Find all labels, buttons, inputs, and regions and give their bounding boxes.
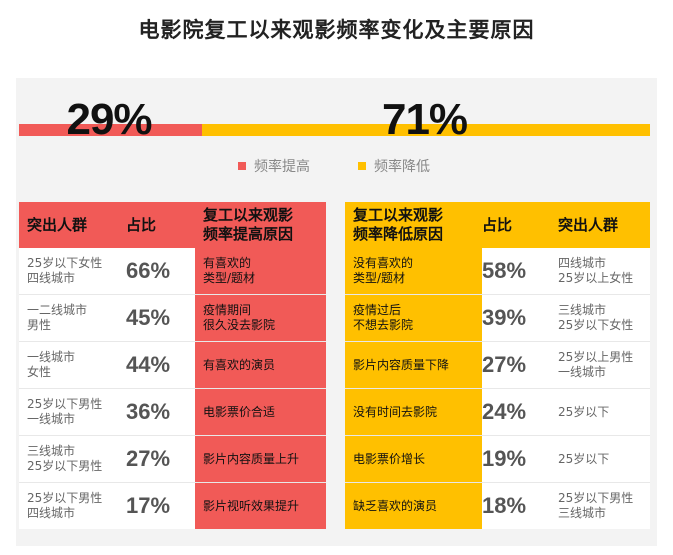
reason-cell: 电影票价增长 [345, 435, 482, 483]
reason-cell: 没有时间去影院 [345, 388, 482, 436]
reason-cell: 疫情期间 很久没去影院 [195, 294, 326, 342]
share-cell: 36% [126, 388, 195, 436]
header-reason: 复工以来观影 频率降低原因 [345, 202, 482, 248]
table-row: 一二线城市 男性 45% 疫情期间 很久没去影院 [19, 294, 326, 342]
stacked-bar-svg [19, 124, 651, 136]
table-row: 影片内容质量下降 27% 25岁以上男性 一线城市 [345, 341, 650, 389]
group-cell: 25岁以下 [550, 435, 650, 483]
chart-title: 电影院复工以来观影频率变化及主要原因 [138, 18, 535, 42]
legend-label-decrease: 频率降低 [374, 159, 430, 175]
share-cell: 44% [126, 341, 195, 389]
group-cell: 一二线城市 男性 [19, 294, 126, 342]
table-row: 疫情过后 不想去影院 39% 三线城市 25岁以下女性 [345, 294, 650, 342]
share-cell: 39% [482, 294, 550, 342]
reason-cell: 有喜欢的 类型/题材 [195, 248, 326, 295]
share-cell: 17% [126, 482, 195, 529]
group-cell: 25岁以下男性 四线城市 [19, 482, 126, 529]
reason-cell: 影片内容质量下降 [345, 341, 482, 389]
group-cell: 四线城市 25岁以上女性 [550, 248, 650, 295]
share-cell: 24% [482, 388, 550, 436]
table-row: 缺乏喜欢的演员 18% 25岁以下男性 三线城市 [345, 482, 650, 529]
reason-cell: 疫情过后 不想去影院 [345, 294, 482, 342]
group-cell: 三线城市 25岁以下男性 [19, 435, 126, 483]
table-row: 25岁以下男性 一线城市 36% 电影票价合适 [19, 388, 326, 436]
share-cell: 18% [482, 482, 550, 529]
group-cell: 25岁以下 [550, 388, 650, 436]
reason-cell: 有喜欢的演员 [195, 341, 326, 389]
group-cell: 25岁以下女性 四线城市 [19, 248, 126, 295]
share-cell: 45% [126, 294, 195, 342]
bar-label-increase: 29% [66, 95, 152, 144]
table-row: 没有喜欢的 类型/题材 58% 四线城市 25岁以上女性 [345, 248, 650, 295]
share-cell: 66% [126, 248, 195, 295]
share-cell: 27% [126, 435, 195, 483]
header-reason: 复工以来观影 频率提高原因 [195, 202, 326, 248]
header-share: 占比 [482, 202, 550, 248]
bar-segment-decrease [201, 124, 651, 136]
group-cell: 25岁以下男性 三线城市 [550, 482, 650, 529]
bar-segment-increase [19, 124, 202, 136]
table-row: 25岁以下女性 四线城市 66% 有喜欢的 类型/题材 [19, 248, 326, 295]
legend-item-decrease: 频率降低 [358, 158, 430, 176]
reason-cell: 影片内容质量上升 [195, 435, 326, 483]
legend-swatch-decrease [358, 162, 366, 170]
header-group: 突出人群 [19, 202, 126, 248]
table-row: 电影票价增长 19% 25岁以下 [345, 435, 650, 483]
legend-swatch-increase [238, 162, 246, 170]
header-group: 突出人群 [550, 202, 650, 248]
group-cell: 一线城市 女性 [19, 341, 126, 389]
share-cell: 27% [482, 341, 550, 389]
group-cell: 25岁以下男性 一线城市 [19, 388, 126, 436]
legend-label-increase: 频率提高 [254, 159, 310, 175]
reason-cell: 缺乏喜欢的演员 [345, 482, 482, 529]
reason-cell: 没有喜欢的 类型/题材 [345, 248, 482, 295]
reason-cell: 影片视听效果提升 [195, 482, 326, 529]
increase-table: 突出人群 占比 复工以来观影 频率提高原因 25岁以下女性 四线城市 66% 有喜欢… [19, 202, 326, 529]
reason-cell: 电影票价合适 [195, 388, 326, 436]
header-share: 占比 [126, 202, 195, 248]
group-cell: 三线城市 25岁以下女性 [550, 294, 650, 342]
table-row: 三线城市 25岁以下男性 27% 影片内容质量上升 [19, 435, 326, 483]
share-cell: 19% [482, 435, 550, 483]
group-cell: 25岁以上男性 一线城市 [550, 341, 650, 389]
table-row: 没有时间去影院 24% 25岁以下 [345, 388, 650, 436]
table-row: 25岁以下男性 四线城市 17% 影片视听效果提升 [19, 482, 326, 529]
bar-label-decrease: 71% [381, 95, 468, 144]
table-row: 一线城市 女性 44% 有喜欢的演员 [19, 341, 326, 389]
decrease-table: 复工以来观影 频率降低原因 占比 突出人群 没有喜欢的 类型/题材 58% 四线城市… [345, 202, 650, 529]
share-cell: 58% [482, 248, 550, 295]
legend-item-increase: 频率提高 [238, 158, 310, 176]
